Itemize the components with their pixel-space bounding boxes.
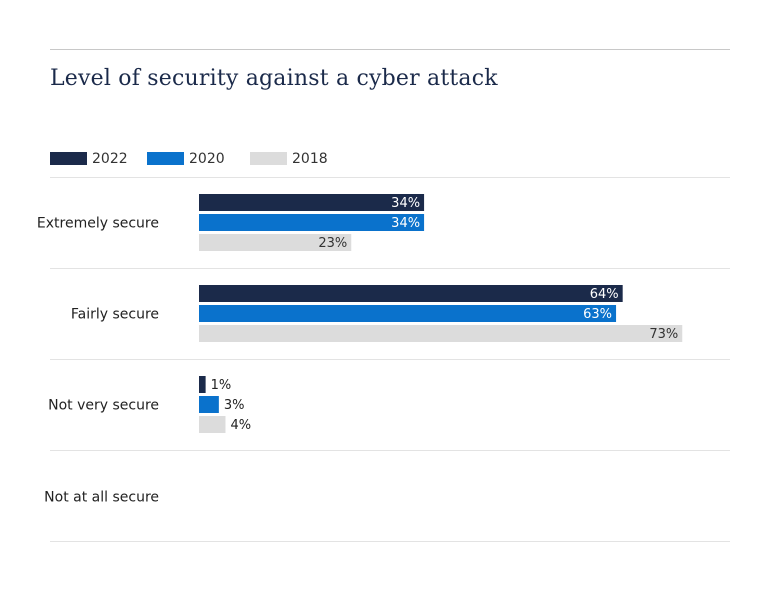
bar-2020 <box>199 214 425 231</box>
bar-2018 <box>199 234 352 251</box>
legend-label-2022: 2022 <box>92 151 128 167</box>
data-label: 34% <box>391 216 420 231</box>
category-label: Extremely secure <box>37 216 159 232</box>
bar-2022 <box>199 376 206 393</box>
bar-2018 <box>199 416 226 433</box>
category-label: Fairly secure <box>71 307 159 323</box>
data-label: 34% <box>391 196 420 211</box>
legend-label-2020: 2020 <box>189 151 225 167</box>
data-label: 4% <box>230 418 251 433</box>
data-label: 23% <box>318 236 347 251</box>
bar-2020 <box>199 396 219 413</box>
category-label: Not at all secure <box>44 490 159 506</box>
bar-2022 <box>199 194 425 211</box>
legend-swatch-2018 <box>250 152 287 165</box>
legend-label-2018: 2018 <box>292 151 328 167</box>
legend-swatch-2022 <box>50 152 87 165</box>
data-label: 64% <box>590 287 619 302</box>
chart-title: Level of security against a cyber attack <box>50 66 498 91</box>
data-label: 1% <box>211 378 232 393</box>
bar-2018 <box>199 325 683 342</box>
legend-swatch-2020 <box>147 152 184 165</box>
category-label: Not very secure <box>48 398 159 414</box>
data-label: 63% <box>583 307 612 322</box>
bar-2020 <box>199 305 617 322</box>
bar-2022 <box>199 285 623 302</box>
data-label: 73% <box>649 327 678 342</box>
top-rule <box>50 49 730 50</box>
data-label: 3% <box>224 398 245 413</box>
